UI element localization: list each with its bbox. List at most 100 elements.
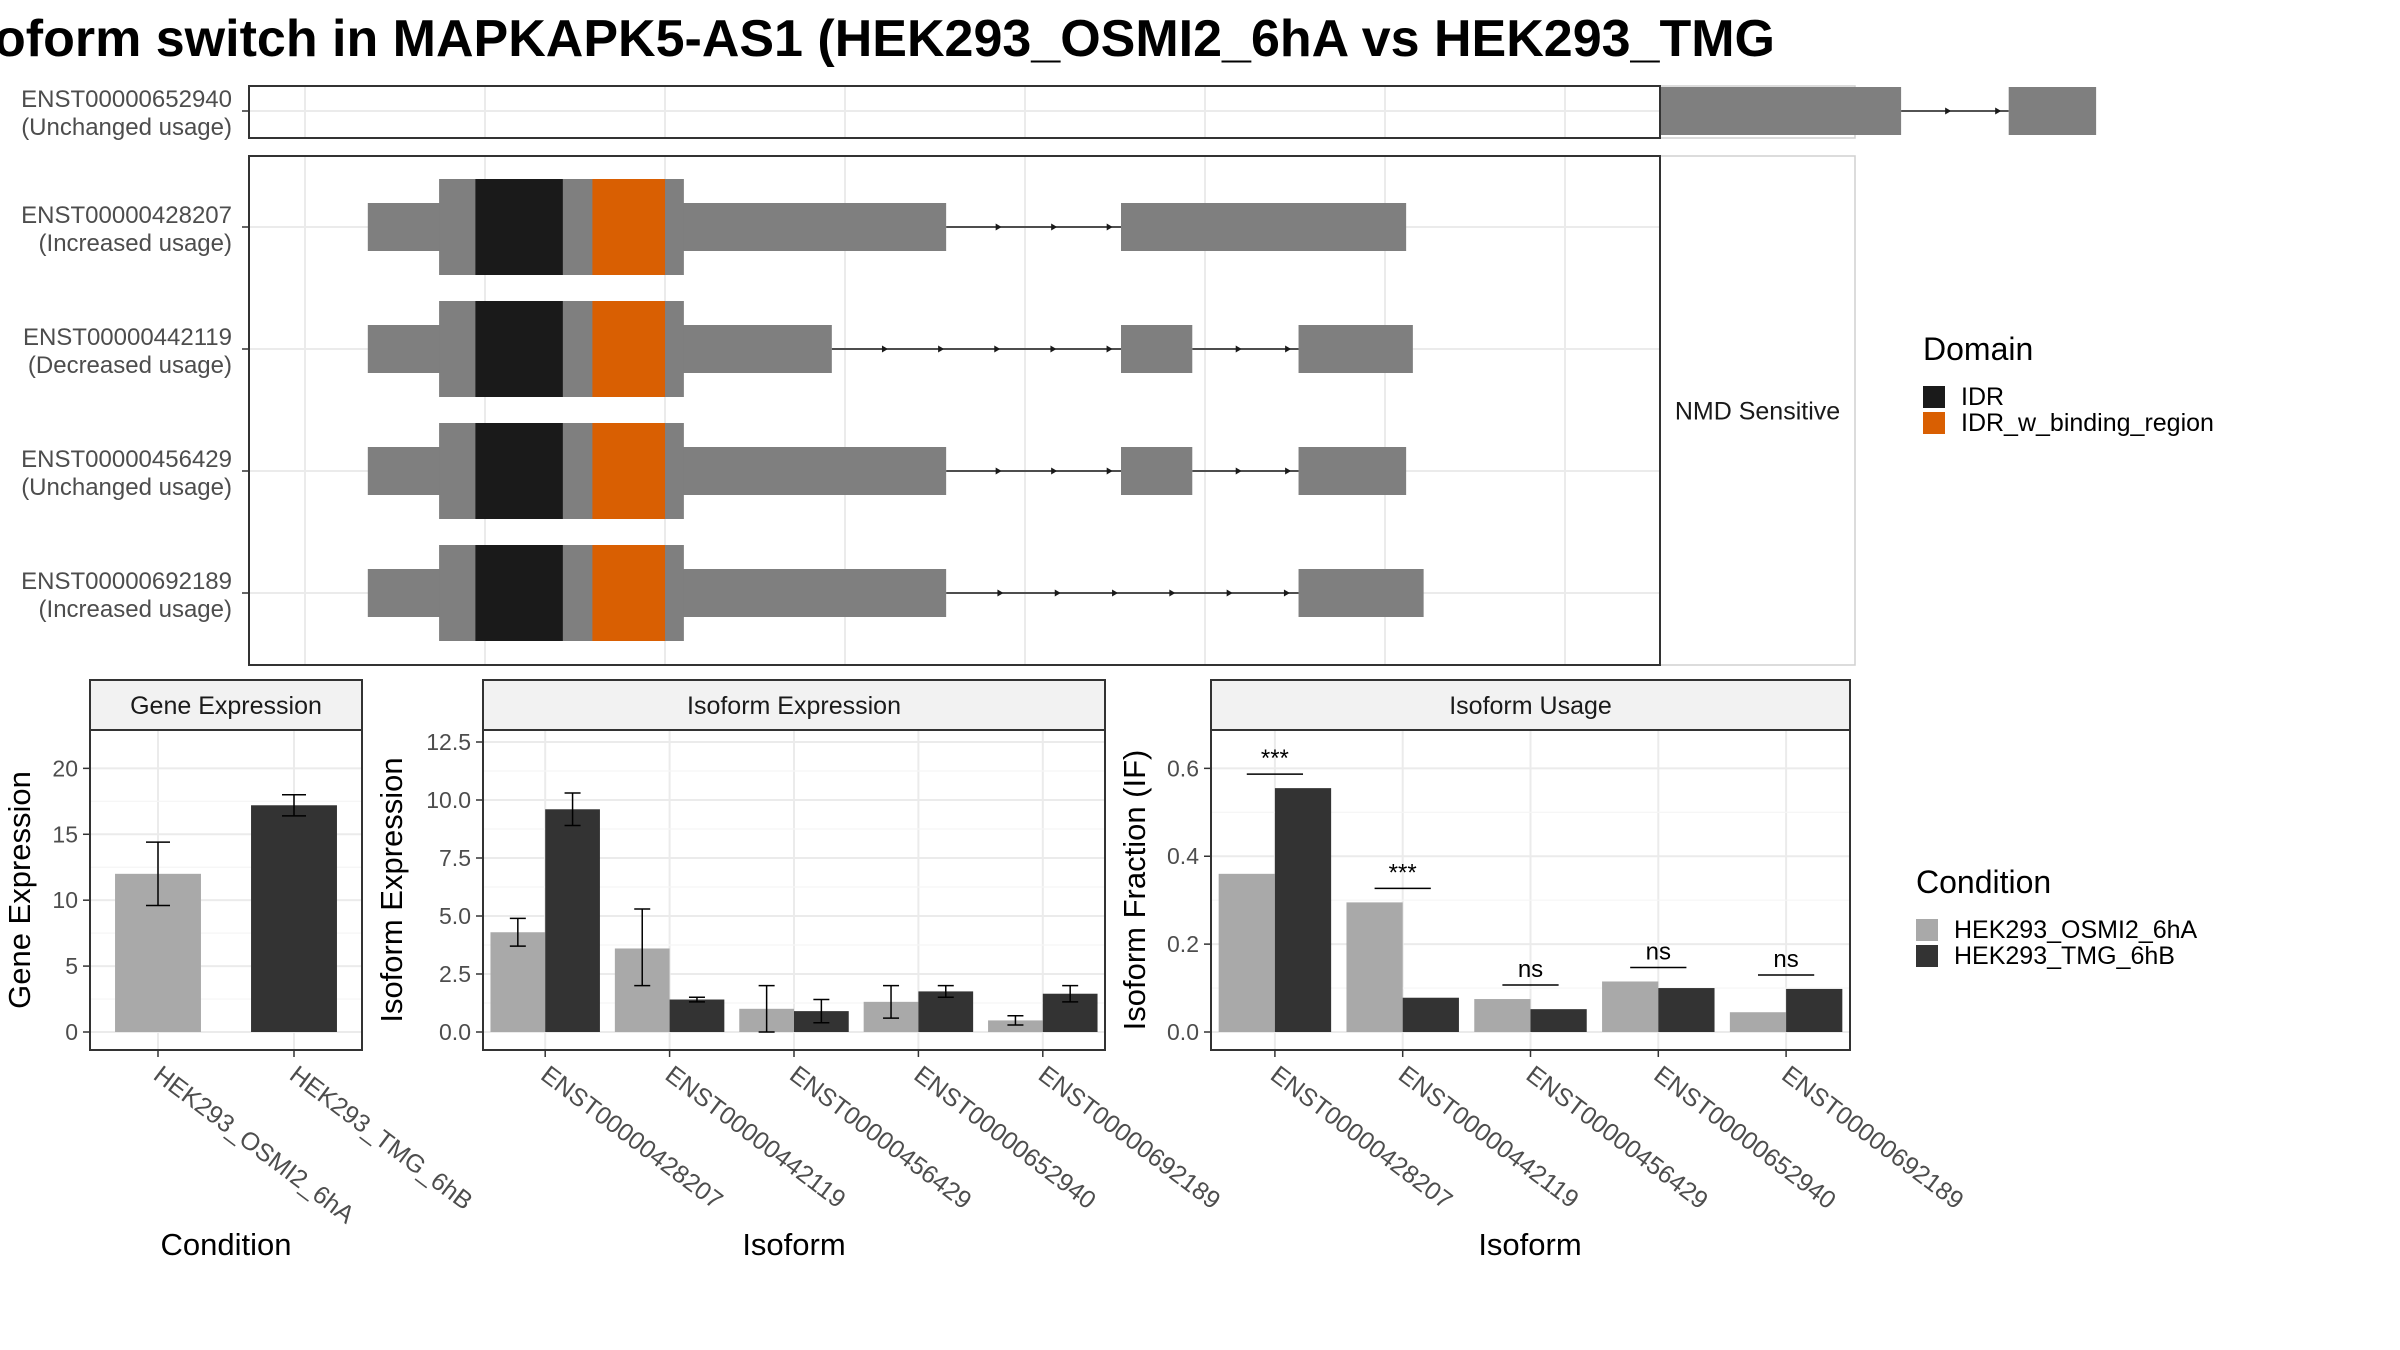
intron-arrow bbox=[1235, 345, 1242, 353]
intron-arrow bbox=[1051, 223, 1058, 231]
bar bbox=[1786, 988, 1843, 1032]
transcript-id-label: ENST00000456429 bbox=[21, 446, 232, 473]
y-tick-label: 12.5 bbox=[426, 729, 471, 755]
bar bbox=[1530, 1009, 1587, 1032]
facet-strip-label: NMD Sensitive bbox=[1675, 398, 1840, 426]
intron-arrow bbox=[1945, 107, 1952, 115]
exon bbox=[1121, 447, 1193, 495]
y-axis-title: Gene Expression bbox=[2, 771, 37, 1009]
intron-arrow bbox=[1106, 223, 1113, 231]
bar bbox=[490, 932, 546, 1032]
bar bbox=[251, 805, 337, 1032]
transcript-facet-frame bbox=[248, 155, 1661, 666]
exon bbox=[1121, 325, 1193, 373]
x-axis-title: Condition bbox=[161, 1227, 292, 1262]
y-axis-title: Isoform Fraction (IF) bbox=[1117, 750, 1152, 1031]
bar bbox=[1474, 999, 1531, 1032]
intron-arrow bbox=[1283, 589, 1290, 597]
intron-arrow bbox=[1995, 107, 2002, 115]
bar bbox=[1729, 1012, 1787, 1032]
intron-arrow bbox=[1106, 467, 1113, 475]
significance-label: ns bbox=[1518, 956, 1543, 983]
intron-arrow bbox=[1112, 589, 1119, 597]
panel-strip bbox=[1210, 679, 1851, 731]
bar bbox=[1602, 981, 1659, 1032]
transcript-usage-label: (Increased usage) bbox=[39, 596, 232, 623]
domain-idr_w_binding_region bbox=[592, 423, 666, 519]
condition-legend-swatch bbox=[1916, 919, 1938, 941]
domain-legend-label: IDR_w_binding_region bbox=[1961, 409, 2214, 437]
domain-legend-swatch bbox=[1923, 386, 1945, 408]
intron-arrow bbox=[1226, 589, 1233, 597]
x-axis-title: Isoform bbox=[742, 1227, 845, 1262]
significance-label: *** bbox=[1261, 745, 1289, 772]
transcript-usage-label: (Decreased usage) bbox=[28, 352, 232, 379]
significance-label: ns bbox=[1773, 946, 1798, 973]
y-tick-label: 0.0 bbox=[1167, 1019, 1199, 1045]
y-tick-label: 2.5 bbox=[439, 961, 471, 987]
transcript-id-label: ENST00000428207 bbox=[21, 202, 232, 229]
y-tick-label: 7.5 bbox=[439, 845, 471, 871]
intron-arrow bbox=[1054, 589, 1061, 597]
domain-idr bbox=[475, 179, 563, 275]
intron-arrow bbox=[997, 589, 1004, 597]
transcript-facet-frame bbox=[248, 85, 1661, 139]
transcript-usage-label: (Unchanged usage) bbox=[21, 114, 232, 141]
facet-strip bbox=[1659, 155, 1856, 666]
significance-label: ns bbox=[1646, 938, 1671, 965]
intron-arrow bbox=[995, 467, 1002, 475]
intron-arrow bbox=[1051, 467, 1058, 475]
bar bbox=[1402, 997, 1459, 1032]
y-tick-label: 10 bbox=[52, 887, 78, 913]
bar bbox=[1658, 988, 1715, 1032]
y-tick-label: 15 bbox=[52, 821, 78, 847]
figure-title: oform switch in MAPKAPK5-AS1 (HEK293_OSM… bbox=[0, 10, 1775, 68]
panel-title: Isoform Expression bbox=[687, 692, 901, 720]
transcript-id-label: ENST00000442119 bbox=[23, 324, 232, 351]
exon bbox=[1298, 569, 1424, 617]
y-tick-label: 0.2 bbox=[1167, 931, 1199, 957]
intron-arrow bbox=[1285, 467, 1292, 475]
intron-arrow bbox=[1285, 345, 1292, 353]
intron-arrow bbox=[995, 223, 1002, 231]
transcript-id-label: ENST00000652940 bbox=[21, 86, 232, 113]
intron-arrow bbox=[994, 345, 1001, 353]
intron-arrow bbox=[1235, 467, 1242, 475]
panel-strip bbox=[89, 679, 363, 731]
y-tick-label: 20 bbox=[52, 755, 78, 781]
bar bbox=[1346, 902, 1403, 1032]
bar bbox=[918, 991, 974, 1032]
intron-arrow bbox=[1169, 589, 1176, 597]
exon bbox=[1298, 325, 1413, 373]
panel-strip bbox=[482, 679, 1106, 731]
condition-legend-label: HEK293_TMG_6hB bbox=[1954, 942, 2175, 970]
intron-arrow bbox=[881, 345, 888, 353]
y-axis-title: Isoform Expression bbox=[374, 757, 409, 1022]
bar bbox=[669, 999, 725, 1032]
y-tick-label: 0.6 bbox=[1167, 755, 1199, 781]
transcript-usage-label: (Unchanged usage) bbox=[21, 474, 232, 501]
domain-idr_w_binding_region bbox=[592, 545, 666, 641]
bar bbox=[545, 809, 600, 1032]
bar bbox=[988, 1020, 1043, 1032]
domain-idr_w_binding_region bbox=[592, 179, 666, 275]
y-tick-label: 0 bbox=[65, 1019, 78, 1045]
exon bbox=[2008, 87, 2097, 135]
y-tick-label: 0.0 bbox=[439, 1019, 471, 1045]
bar bbox=[1218, 873, 1275, 1032]
panel-title: Isoform Usage bbox=[1449, 692, 1612, 720]
exon bbox=[1659, 87, 1902, 135]
transcript-structure-panel: Non-codingNMD SensitiveENST00000652940(U… bbox=[21, 85, 2097, 666]
bar bbox=[1274, 788, 1332, 1032]
domain-idr bbox=[475, 545, 563, 641]
y-tick-label: 5 bbox=[65, 953, 78, 979]
intron-arrow bbox=[1050, 345, 1057, 353]
condition-legend-swatch bbox=[1916, 945, 1938, 967]
significance-label: *** bbox=[1389, 859, 1417, 886]
panel-title: Gene Expression bbox=[130, 692, 322, 720]
domain-idr bbox=[475, 423, 563, 519]
domain-legend-label: IDR bbox=[1961, 383, 2004, 411]
domain-idr bbox=[475, 301, 563, 397]
transcript-usage-label: (Increased usage) bbox=[39, 230, 232, 257]
